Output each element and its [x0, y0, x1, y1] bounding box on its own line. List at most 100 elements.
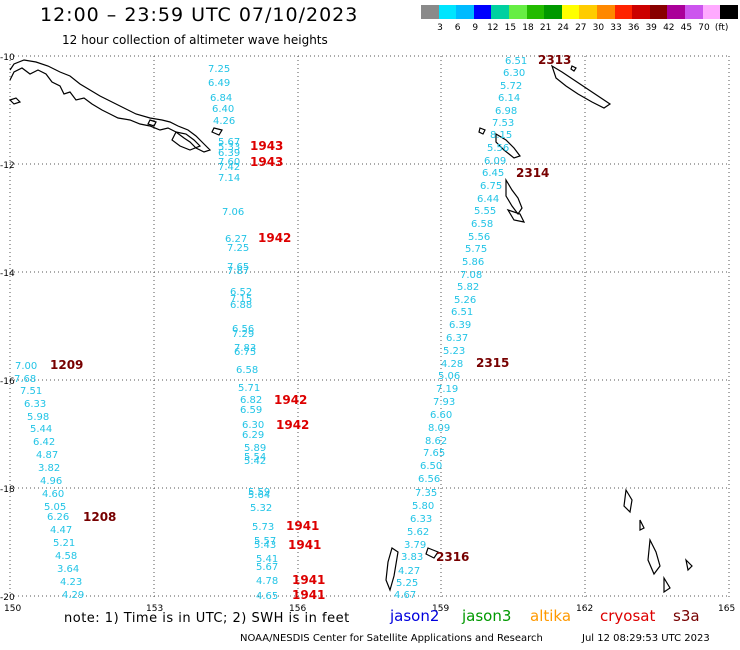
- wave-height-value: 7.25: [208, 64, 230, 75]
- wave-height-value: 6.30: [242, 420, 264, 431]
- island-3: [8, 97, 22, 105]
- wave-height-value: 5.82: [457, 282, 479, 293]
- legend-swatch: [544, 5, 563, 19]
- wave-height-value: 6.88: [230, 300, 252, 311]
- wave-height-value: 6.09: [484, 156, 506, 167]
- wave-height-value: 5.06: [438, 371, 460, 382]
- wave-height-value: 7.25: [227, 243, 249, 254]
- wave-height-value: 6.51: [505, 56, 527, 67]
- wave-height-value: 6.84: [210, 93, 232, 104]
- wave-height-value: 4.26: [213, 116, 235, 127]
- wave-height-value: 5.55: [474, 206, 496, 217]
- legend-swatch: [720, 5, 739, 19]
- wave-height-value: 4.29: [62, 590, 84, 601]
- wave-height-value: 5.21: [53, 538, 75, 549]
- wave-height-value: 4.96: [40, 476, 62, 487]
- wave-height-value: 4.65: [256, 591, 278, 602]
- wave-height-value: 6.30: [503, 68, 525, 79]
- wave-height-value: 5.59: [248, 487, 270, 498]
- wave-height-value: 6.49: [208, 78, 230, 89]
- wave-height-value: 4.28: [441, 359, 463, 370]
- legend-swatch: [456, 5, 475, 19]
- pass-time-label: 1943: [250, 139, 283, 153]
- wave-height-value: 5.23: [443, 346, 465, 357]
- wave-height-value: 4.47: [50, 525, 72, 536]
- lat-tick-label: -14: [0, 269, 15, 279]
- pass-time-label: 1941: [292, 588, 325, 602]
- legend-label: 36: [627, 23, 640, 33]
- legend-swatch: [473, 5, 492, 19]
- pass-time-label: 1942: [276, 418, 309, 432]
- pass-time-label: 2315: [476, 356, 509, 370]
- wave-height-value: 4.87: [36, 450, 58, 461]
- legend-swatch: [421, 5, 439, 19]
- island-8: [685, 558, 693, 572]
- wave-height-value: 3.64: [57, 564, 79, 575]
- axis-tick-labels: 150 153 156 159 162 165 -10 -12 -14 -16 -18 -20: [0, 53, 735, 614]
- legend-swatch: [649, 5, 668, 19]
- legend-label: 21: [539, 23, 552, 33]
- wave-height-value: 6.58: [236, 365, 258, 376]
- legend-label: 70: [698, 23, 710, 33]
- wave-height-value: 5.98: [27, 412, 49, 423]
- legend-swatch: [491, 5, 510, 19]
- coastline-bougainville: [550, 64, 612, 109]
- wave-height-value: 6.33: [410, 514, 432, 525]
- wave-height-value: 5.72: [500, 81, 522, 92]
- legend-swatch: [561, 5, 580, 19]
- lon-tick-label: 156: [289, 604, 306, 614]
- pass-time-label: 1208: [83, 510, 116, 524]
- legend-label: (ft): [714, 23, 729, 33]
- wave-height-value: 5.41: [256, 554, 278, 565]
- wave-height-value: 7.35: [415, 488, 437, 499]
- wave-height-value: 4.58: [55, 551, 77, 562]
- wave-height-value: 7.93: [433, 397, 455, 408]
- wave-height-value: 6.26: [47, 512, 69, 523]
- legend-swatch: [702, 5, 721, 19]
- coastline-louisiade: [171, 131, 202, 151]
- wave-height-value: 5.64: [248, 490, 270, 501]
- wave-height-value: 6.29: [242, 430, 264, 441]
- wave-height-value: 6.98: [495, 106, 517, 117]
- lon-tick-label: 159: [432, 604, 449, 614]
- pass-time-label: 1941: [286, 519, 319, 533]
- grid-lines: [9, 55, 730, 600]
- wave-height-value: 6.56: [418, 474, 440, 485]
- wave-height-value: 5.54: [244, 452, 266, 463]
- wave-height-value: 7.42: [218, 162, 240, 173]
- legend-swatch: [597, 5, 615, 19]
- wave-height-value: 5.80: [412, 501, 434, 512]
- wave-height-value: 7.60: [218, 157, 240, 168]
- wave-height-value: 8.15: [490, 130, 512, 141]
- wave-height-value: 3.82: [38, 463, 60, 474]
- wave-height-value: 4.27: [398, 566, 420, 577]
- island-7: [663, 575, 671, 594]
- lon-tick-label: 165: [718, 604, 735, 614]
- wave-height-value: 5.32: [250, 503, 272, 514]
- wave-height-value: 7.15: [230, 294, 252, 305]
- wave-height-value: 7.14: [218, 173, 240, 184]
- wave-height-value: 5.26: [454, 295, 476, 306]
- pass-time-label: 1941: [292, 573, 325, 587]
- wave-height-value: 7.83: [234, 343, 256, 354]
- wave-height-value: 4.23: [60, 577, 82, 588]
- island-1: [147, 119, 157, 127]
- legend-label: 30: [592, 23, 605, 33]
- wave-height-value: 7.65: [423, 448, 445, 459]
- wave-height-value: 4.78: [256, 576, 278, 587]
- wave-height-value: 6.60: [430, 410, 452, 421]
- wave-height-value: 7.06: [222, 207, 244, 218]
- coastline-guadalcanal: [506, 208, 526, 223]
- wave-height-value: 6.33: [24, 399, 46, 410]
- wave-height-value: 8.09: [428, 423, 450, 434]
- wave-height-value: 7.29: [232, 329, 254, 340]
- coastline: [8, 59, 693, 594]
- coastline-rennell: [385, 547, 399, 592]
- legend-swatch: [632, 5, 651, 19]
- wave-height-value: 8.62: [425, 436, 447, 447]
- wave-height-value: 5.56: [487, 143, 509, 154]
- pass-time-label: 2314: [516, 166, 549, 180]
- coastline-new-guinea: [9, 59, 212, 153]
- wave-height-value: 5.62: [407, 527, 429, 538]
